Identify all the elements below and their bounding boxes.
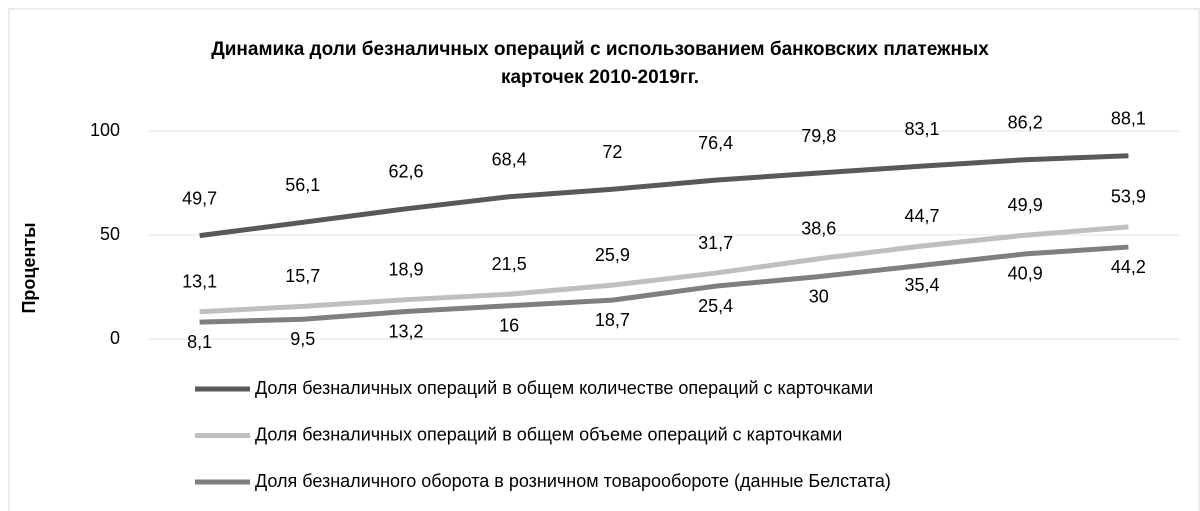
data-label: 18,7	[595, 310, 630, 330]
data-label: 44,7	[904, 206, 939, 226]
data-label: 62,6	[388, 162, 423, 182]
data-label: 21,5	[492, 254, 527, 274]
legend-label: Доля безналичного оборота в розничном то…	[255, 471, 891, 491]
legend-label: Доля безналичных операций в общем объеме…	[255, 424, 842, 444]
data-label: 83,1	[904, 119, 939, 139]
data-label: 49,7	[182, 188, 217, 208]
data-label: 25,4	[698, 296, 733, 316]
y-tick-label: 50	[100, 224, 120, 244]
series-line	[199, 244, 1129, 325]
data-label: 88,1	[1111, 109, 1146, 129]
data-label: 76,4	[698, 133, 733, 153]
data-label: 44,2	[1111, 257, 1146, 277]
data-label: 8,1	[187, 332, 212, 352]
legend-label: Доля безналичных операций в общем количе…	[255, 378, 873, 398]
data-label: 49,9	[1008, 195, 1043, 215]
y-axis-label: Проценты	[19, 222, 39, 313]
chart-border	[8, 8, 1200, 511]
data-label: 38,6	[801, 218, 836, 238]
data-label: 72	[602, 142, 622, 162]
data-label: 68,4	[492, 149, 527, 169]
data-label: 79,8	[801, 126, 836, 146]
data-label: 30	[809, 286, 829, 306]
data-label: 25,9	[595, 245, 630, 265]
data-label: 13,2	[388, 321, 423, 341]
data-label: 86,2	[1008, 112, 1043, 132]
data-label: 31,7	[698, 233, 733, 253]
data-label: 35,4	[904, 275, 939, 295]
chart-title: Динамика доли безналичных операций с исп…	[211, 39, 989, 88]
y-tick-label: 0	[110, 328, 120, 348]
series-line	[199, 224, 1129, 315]
data-label: 15,7	[285, 266, 320, 286]
data-label: 18,9	[388, 259, 423, 279]
data-label: 40,9	[1008, 264, 1043, 284]
data-label: 9,5	[290, 329, 315, 349]
data-label: 56,1	[285, 175, 320, 195]
y-tick-label: 100	[90, 120, 120, 140]
data-label: 53,9	[1111, 187, 1146, 207]
data-label: 16	[499, 315, 519, 335]
series-line	[199, 153, 1129, 239]
data-label: 13,1	[182, 272, 217, 292]
